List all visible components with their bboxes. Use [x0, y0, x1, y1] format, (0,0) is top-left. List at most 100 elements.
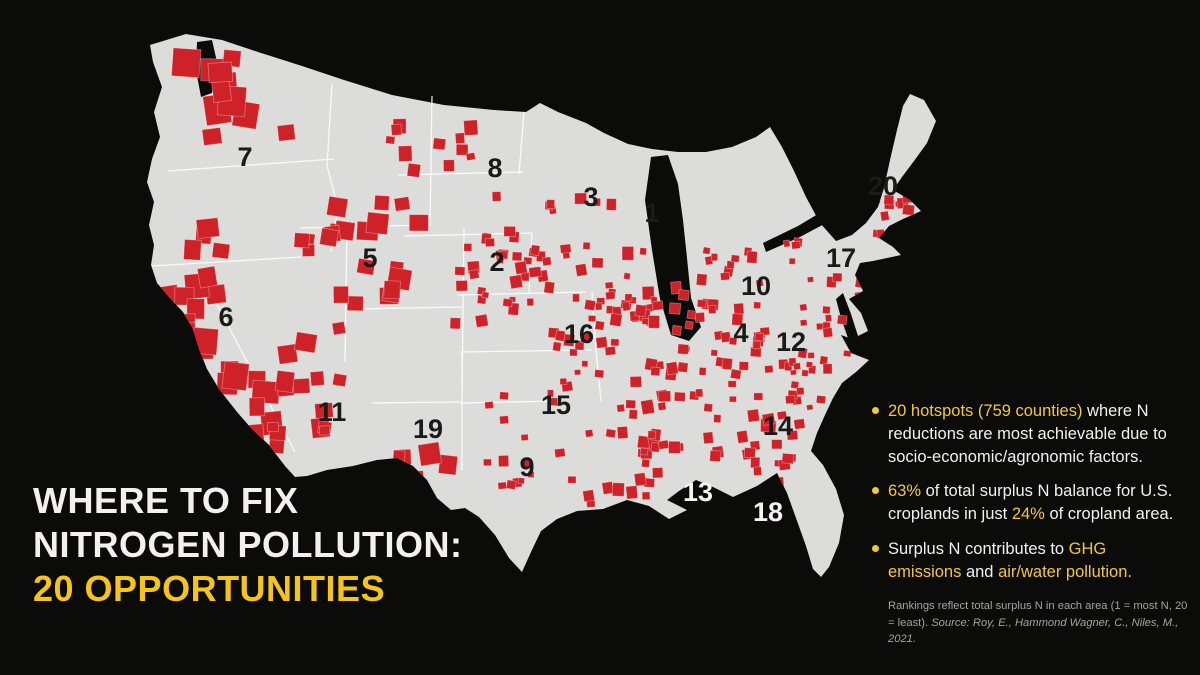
- hotspot-county-patch: [648, 315, 660, 329]
- hotspot-county-patch: [276, 343, 299, 365]
- hotspot-county-patch: [836, 314, 848, 326]
- hotspot-county-patch: [455, 143, 469, 156]
- hotspot-county-patch: [385, 135, 396, 145]
- hotspot-county-patch: [591, 257, 604, 269]
- hotspot-county-patch: [670, 280, 683, 295]
- hotspot-county-patch: [574, 192, 588, 205]
- hotspot-county-patch: [793, 418, 806, 430]
- hotspot-county-patch: [710, 253, 719, 262]
- hotspot-label-8: 8: [487, 153, 502, 183]
- hotspot-county-patch: [888, 234, 901, 247]
- hotspot-county-patch: [584, 429, 594, 438]
- hotspot-county-patch: [437, 454, 459, 476]
- hotspot-county-patch: [293, 232, 311, 249]
- hotspot-county-patch: [356, 257, 376, 276]
- hotspot-county-patch: [755, 278, 765, 288]
- hotspot-county-patch: [276, 123, 296, 142]
- hotspot-county-patch: [417, 441, 443, 467]
- hotspot-county-patch: [514, 260, 528, 275]
- hotspot-county-patch: [665, 361, 679, 376]
- hotspot-county-patch: [331, 372, 348, 388]
- hotspot-county-patch: [719, 271, 731, 281]
- bullet-item-3: Surplus N contributes to GHG emissions a…: [872, 538, 1180, 584]
- hotspot-county-patch: [392, 449, 406, 466]
- hotspot-county-patch: [491, 191, 502, 202]
- hotspot-county-patch: [547, 397, 558, 407]
- hotspot-county-patch: [605, 428, 617, 439]
- hotspot-county-patch: [746, 408, 761, 423]
- hotspot-county-patch: [463, 119, 479, 136]
- hotspot-county-patch: [406, 162, 422, 178]
- hotspot-label-19: 19: [413, 414, 443, 444]
- hotspot-county-patch: [604, 345, 617, 356]
- hotspot-county-patch: [786, 429, 799, 441]
- hotspot-county-patch: [481, 291, 490, 299]
- bullet-dot: [872, 487, 879, 495]
- hotspot-county-patch: [677, 343, 690, 355]
- hotspot-county-patch: [650, 366, 661, 377]
- hotspot-county-patch: [188, 404, 215, 427]
- hotspot-county-patch: [901, 203, 916, 216]
- hotspot-county-patch: [853, 291, 863, 301]
- hotspot-county-patch: [782, 239, 791, 248]
- hotspot-label-12: 12: [776, 327, 806, 357]
- hotspot-county-patch: [821, 305, 831, 315]
- hotspot-county-patch: [574, 263, 588, 277]
- hotspot-county-patch: [587, 315, 597, 323]
- hotspot-county-patch: [624, 293, 633, 302]
- hotspot-county-patch: [750, 456, 761, 469]
- hotspot-county-patch: [709, 449, 722, 463]
- hotspot-county-patch: [191, 326, 219, 356]
- hotspot-county-patch: [787, 529, 802, 542]
- hotspot-county-patch: [236, 423, 266, 458]
- hotspot-county-patch: [771, 439, 783, 450]
- hotspot-county-patch: [211, 242, 231, 260]
- hotspot-county-patch: [634, 303, 647, 318]
- hotspot-county-patch: [503, 225, 516, 237]
- hotspot-county-patch: [331, 321, 347, 336]
- hotspot-label-15: 15: [541, 390, 571, 420]
- hotspot-county-patch: [787, 536, 798, 547]
- hotspot-county-patch: [651, 300, 664, 311]
- bullet-dot: [872, 407, 879, 414]
- hotspot-county-patch: [673, 391, 686, 402]
- hotspot-county-patch: [639, 247, 648, 256]
- hotspot-county-patch: [176, 334, 196, 355]
- title-line-2: NITROGEN POLLUTION:: [33, 524, 463, 565]
- title-line-1: WHERE TO FIX: [33, 480, 299, 521]
- hotspot-county-patch: [559, 377, 568, 386]
- hotspot-county-patch: [696, 299, 707, 308]
- hotspot-county-patch: [554, 329, 566, 342]
- hotspot-county-patch: [713, 414, 722, 424]
- hotspot-county-patch: [601, 480, 615, 495]
- hotspot-county-patch: [443, 159, 455, 172]
- hotspot-county-patch: [318, 425, 331, 436]
- hotspot-county-patch: [625, 485, 639, 500]
- hotspot-county-patch: [647, 430, 657, 440]
- hotspot-county-patch: [552, 341, 562, 352]
- hotspot-county-patch: [702, 431, 714, 445]
- hotspot-county-patch: [499, 391, 510, 401]
- hotspot-county-patch: [728, 395, 737, 403]
- hotspot-county-patch: [580, 333, 590, 344]
- hotspot-county-patch: [183, 239, 202, 261]
- hotspot-county-patch: [274, 369, 296, 394]
- hotspot-label-1: 1: [644, 198, 659, 228]
- hotspot-county-patch: [789, 369, 798, 376]
- hotspot-county-patch: [815, 322, 824, 331]
- hotspot-county-patch: [529, 244, 541, 257]
- hotspot-county-patch: [609, 312, 623, 328]
- hotspot-county-patch: [326, 195, 349, 219]
- hotspot-county-patch: [365, 211, 390, 236]
- hotspot-county-patch: [527, 470, 535, 479]
- hotspot-county-patch: [733, 302, 745, 315]
- hotspot-county-patch: [658, 390, 672, 403]
- hotspot-county-patch: [677, 361, 689, 374]
- hotspot-county-clusters: [157, 47, 916, 560]
- footnote-source: Source: Roy, E., Hammond Wagner, C., Nil…: [888, 616, 1179, 645]
- hotspot-county-patch: [743, 447, 756, 459]
- hotspot-county-patch: [753, 301, 762, 310]
- hotspot-county-patch: [720, 331, 732, 344]
- hotspot-county-patch: [703, 402, 714, 413]
